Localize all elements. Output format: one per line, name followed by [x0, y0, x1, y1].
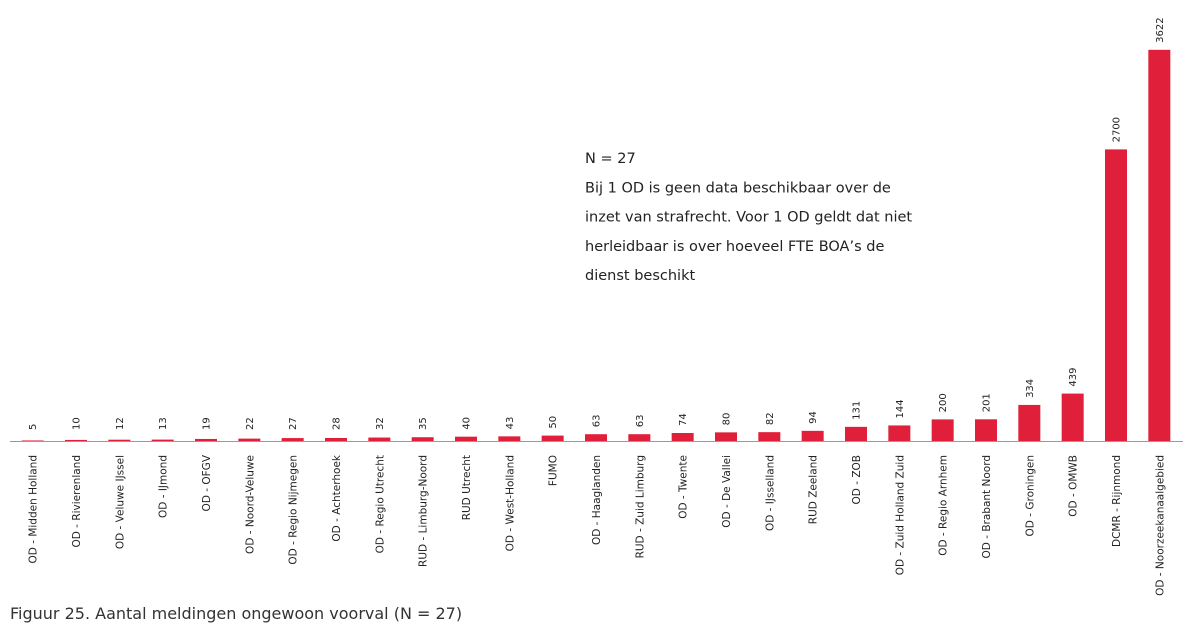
annotation-line: N = 27	[585, 151, 636, 167]
x-tick-label: OD - Regio Utrecht	[374, 455, 386, 553]
bar	[758, 432, 781, 441]
value-label: 439	[1068, 367, 1079, 386]
value-label: 28	[332, 417, 343, 430]
value-label: 82	[765, 412, 776, 425]
x-tick-label: OD - IJmond	[158, 455, 170, 518]
value-label: 27	[288, 417, 299, 430]
bar	[541, 435, 564, 441]
x-tick-label: OD - West-Holland	[504, 455, 516, 551]
value-label: 63	[635, 414, 646, 427]
value-label: 43	[505, 417, 516, 430]
bar	[585, 434, 607, 441]
value-label: 50	[548, 416, 559, 429]
caption: Figuur 25. Aantal meldingen ongewoon voo…	[10, 604, 462, 623]
x-tick-label: RUD - Zuid Limburg	[634, 455, 646, 558]
bar	[281, 438, 304, 441]
x-tick-label: OD - Zuid Holland Zuid	[894, 455, 906, 575]
value-label: 10	[72, 417, 83, 430]
bar	[65, 439, 87, 441]
x-tick-label: OD - OMWB	[1068, 455, 1080, 517]
x-tick-label: OD - Midden Holland	[28, 455, 40, 563]
bar	[325, 437, 347, 441]
x-tick-label: OD - ZOB	[851, 455, 863, 504]
x-tick-label: OD - De Vallei	[721, 455, 733, 528]
bar	[975, 419, 997, 441]
x-tick-label: OD - Haaglanden	[591, 455, 603, 545]
value-label: 80	[722, 413, 733, 426]
value-label: 200	[938, 393, 949, 412]
x-tick-label: RUD Utrecht	[461, 455, 473, 520]
annotation-line: inzet van strafrecht. Voor 1 OD geldt da…	[585, 210, 912, 226]
value-label: 12	[115, 417, 126, 430]
value-label: 74	[678, 413, 689, 426]
bar	[21, 440, 44, 441]
x-tick-label: OD - Noorzeekanaalgebied	[1154, 455, 1166, 596]
x-tick-label: RUD Zeeland	[808, 455, 820, 524]
annotation-line: Bij 1 OD is geen data beschikbaar over d…	[585, 180, 891, 196]
value-label: 13	[158, 417, 169, 430]
x-tick-label: OD - Veluwe IJssel	[114, 455, 126, 549]
bar	[931, 419, 954, 441]
x-tick-label: OD - Groningen	[1024, 455, 1036, 536]
bar	[1061, 393, 1084, 441]
x-tick-label: OD - IJsselland	[764, 455, 776, 531]
x-tick-label: OD - OFGV	[201, 454, 213, 511]
value-label: 35	[418, 417, 429, 430]
annotation-line: herleidbaar is over hoeveel FTE BOA’s de	[585, 239, 884, 255]
x-tick-label: OD - Regio Nijmegen	[288, 455, 300, 565]
bar	[888, 425, 911, 441]
value-label: 144	[895, 399, 906, 418]
bar	[628, 434, 651, 441]
value-label: 5	[28, 424, 39, 430]
x-tick-label: OD - Twente	[678, 455, 690, 519]
x-tick-label: OD - Regio Arnhem	[938, 455, 950, 556]
bar	[195, 438, 217, 441]
value-label: 2700	[1112, 117, 1123, 142]
bar	[238, 438, 261, 441]
bar	[1148, 49, 1171, 441]
value-label: 94	[808, 411, 819, 424]
bar	[715, 432, 737, 441]
value-label: 63	[592, 414, 603, 427]
value-label: 22	[245, 417, 256, 430]
bar	[1105, 149, 1127, 441]
x-tick-label: OD - Rivierenland	[71, 455, 83, 548]
value-label: 201	[982, 393, 993, 412]
bar	[498, 436, 521, 441]
bar	[671, 433, 694, 441]
value-label: 131	[852, 401, 863, 420]
value-label: 19	[202, 417, 213, 430]
value-label: 32	[375, 417, 386, 430]
value-label: 334	[1025, 379, 1036, 398]
bar	[801, 430, 824, 441]
x-tick-label: OD - Achterhoek	[331, 454, 343, 541]
bar	[1018, 404, 1041, 441]
x-tick-label: OD - Brabant Noord	[981, 455, 993, 558]
value-label: 40	[462, 417, 473, 430]
bar	[108, 439, 131, 441]
bar	[411, 437, 434, 441]
value-label: 3622	[1155, 17, 1166, 42]
x-tick-label: RUD - Limburg-Noord	[418, 455, 430, 567]
bar	[151, 439, 174, 441]
bar	[845, 426, 867, 441]
x-tick-label: DCMR - Rijnmond	[1111, 455, 1123, 547]
bar	[455, 436, 477, 441]
x-tick-label: FUMO	[548, 455, 560, 486]
bar	[368, 437, 391, 441]
annotation-line: dienst beschikt	[585, 268, 695, 284]
x-tick-label: OD - Noord-Veluwe	[244, 455, 256, 554]
